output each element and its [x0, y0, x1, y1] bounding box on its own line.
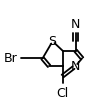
Text: Cl: Cl — [56, 87, 69, 100]
Text: N: N — [71, 59, 80, 73]
Text: S: S — [49, 35, 57, 48]
Text: Br: Br — [3, 52, 17, 65]
Text: N: N — [71, 18, 80, 31]
